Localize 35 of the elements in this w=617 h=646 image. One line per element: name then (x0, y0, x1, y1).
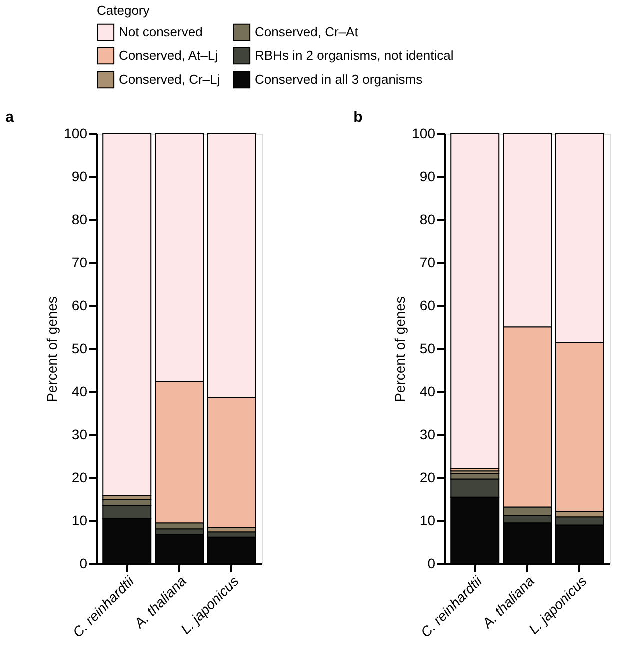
y-tick-label: 10 (420, 512, 436, 528)
y-tick-label: 0 (428, 556, 436, 572)
y-tick-label: 40 (72, 384, 88, 400)
legend-label: Conserved, Cr–Lj (119, 72, 220, 87)
y-tick-label: 70 (420, 254, 436, 270)
y-tick-label: 30 (420, 426, 436, 442)
y-tick-label: 90 (72, 168, 88, 184)
y-tick-label: 80 (420, 212, 436, 228)
legend-label: Conserved, Cr–At (255, 24, 359, 40)
y-tick-label: 20 (72, 470, 88, 486)
legend-label: RBHs in 2 organisms, not identical (255, 48, 454, 63)
chart-title: b (354, 109, 363, 126)
legend-label: Conserved in all 3 organisms (255, 72, 424, 87)
chart-title: a (6, 109, 15, 126)
y-tick-label: 60 (72, 298, 88, 314)
y-tick-label: 10 (72, 512, 88, 528)
y-tick-label: 40 (420, 384, 436, 400)
legend-title: Category (97, 3, 150, 18)
y-tick-label: 50 (420, 340, 436, 356)
y-tick-label: 100 (64, 126, 88, 142)
y-tick-label: 70 (72, 254, 88, 270)
legend-label: Conserved, At–Lj (119, 48, 218, 63)
y-tick-label: 90 (420, 168, 436, 184)
legend-label: Not conserved (119, 24, 203, 40)
bar (102, 134, 152, 497)
y-tick-label: 50 (72, 340, 88, 356)
y-tick-label: 80 (72, 212, 88, 228)
y-tick-label: 100 (412, 126, 436, 142)
y-tick-label: 30 (72, 426, 88, 442)
y-tick-label: 20 (420, 470, 436, 486)
y-axis-title: Percent of genes (44, 296, 60, 402)
y-tick-label: 0 (80, 556, 88, 572)
y-axis-title: Percent of genes (392, 296, 408, 402)
bar (450, 134, 500, 470)
y-tick-label: 60 (420, 298, 436, 314)
